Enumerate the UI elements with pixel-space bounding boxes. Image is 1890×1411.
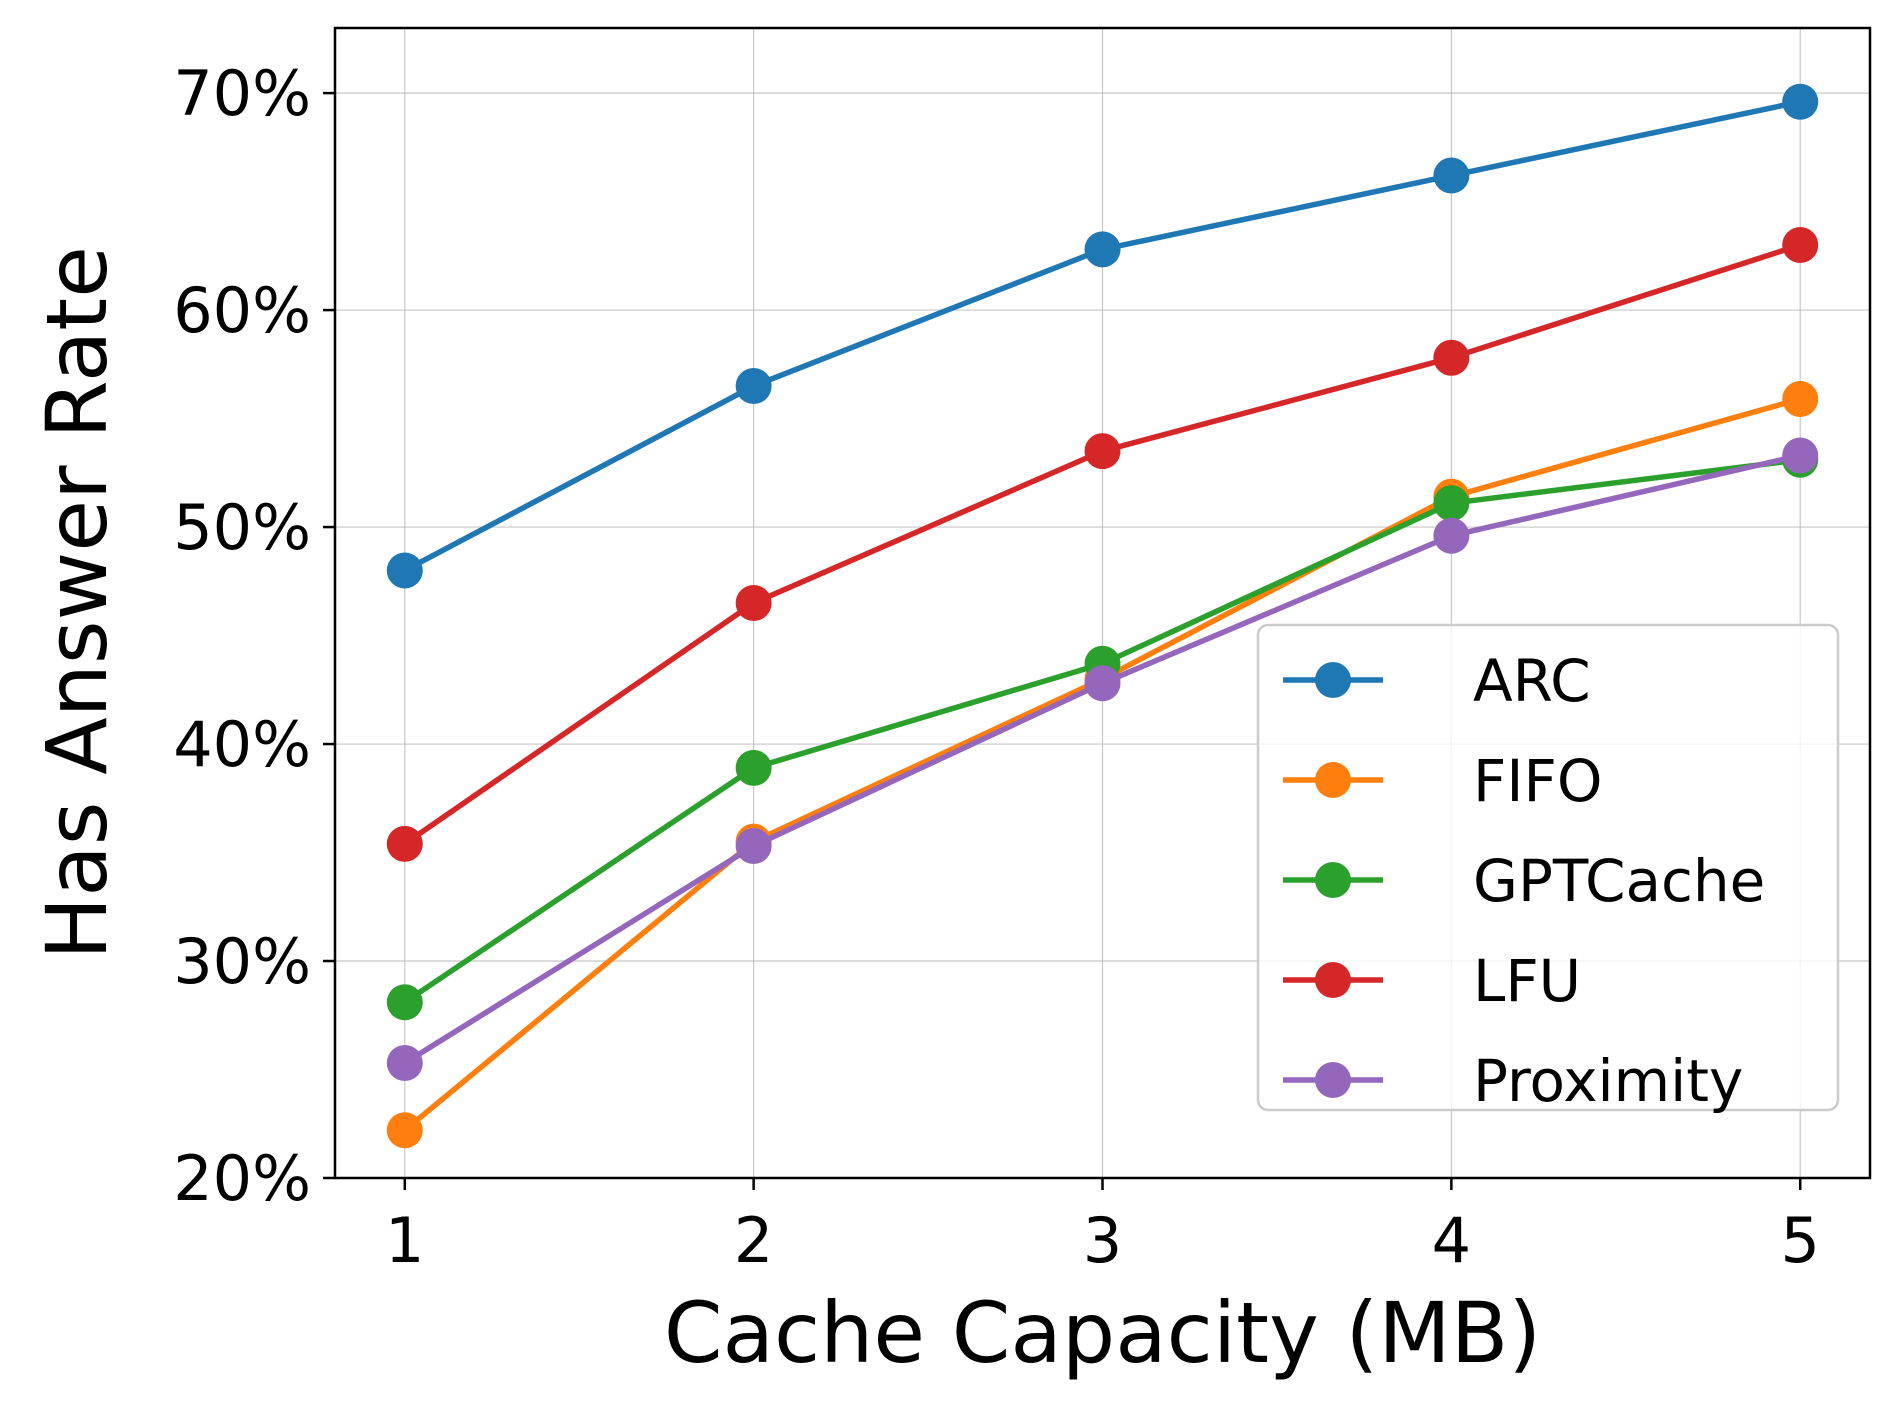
legend-marker-proximity: [1315, 1062, 1351, 1098]
legend-item-arc: ARC: [1283, 647, 1591, 715]
data-point-fifo: [1782, 381, 1819, 418]
legend-label-arc: ARC: [1473, 647, 1591, 715]
legend-label-lfu: LFU: [1473, 947, 1581, 1015]
x-tick-label: 3: [1083, 1204, 1122, 1277]
data-point-arc: [1782, 83, 1819, 120]
data-point-arc: [735, 368, 772, 405]
data-point-arc: [1433, 157, 1470, 194]
legend: ARC FIFO GPTCache LFU Proximity: [1256, 623, 1840, 1115]
legend-label-proximity: Proximity: [1473, 1047, 1743, 1115]
data-point-proximity: [1433, 517, 1470, 554]
series-arc: [386, 83, 1819, 589]
legend-item-fifo: FIFO: [1283, 747, 1602, 815]
data-point-arc: [1084, 231, 1121, 268]
legend-item-lfu: LFU: [1283, 947, 1581, 1015]
x-axis-title: Cache Capacity (MB): [664, 1284, 1541, 1382]
data-point-gptcache: [1433, 485, 1470, 522]
legend-box: [1256, 623, 1840, 1112]
data-point-proximity: [735, 828, 772, 865]
series-proximity: [386, 437, 1819, 1081]
legend-marker-lfu: [1315, 962, 1351, 998]
data-point-lfu: [1433, 339, 1470, 376]
legend-item-gptcache: GPTCache: [1283, 847, 1765, 915]
data-point-lfu: [386, 825, 423, 862]
data-point-arc: [386, 552, 423, 589]
legend-marker-gptcache: [1315, 862, 1351, 898]
data-point-lfu: [1782, 226, 1819, 263]
legend-item-proximity: Proximity: [1283, 1047, 1743, 1115]
ticks: 1 2 3 4 5 20% 30% 40% 50% 60% 70%: [173, 57, 1820, 1277]
data-point-gptcache: [386, 984, 423, 1021]
data-point-fifo: [386, 1112, 423, 1149]
x-tick-label: 1: [385, 1204, 424, 1277]
x-tick-label: 4: [1432, 1204, 1471, 1277]
series-lfu: [386, 226, 1819, 862]
y-tick-label: 20%: [173, 1142, 311, 1215]
legend-marker-fifo: [1315, 762, 1351, 798]
y-tick-label: 60%: [173, 274, 311, 347]
y-tick-label: 30%: [173, 925, 311, 998]
x-tick-label: 5: [1781, 1204, 1820, 1277]
data-point-proximity: [1782, 437, 1819, 474]
y-tick-label: 40%: [173, 708, 311, 781]
data-point-lfu: [735, 585, 772, 621]
legend-label-fifo: FIFO: [1473, 747, 1602, 815]
legend-marker-arc: [1315, 662, 1351, 698]
data-point-lfu: [1084, 433, 1121, 470]
series-layer: [386, 83, 1819, 1149]
y-tick-label: 50%: [173, 491, 311, 564]
legend-label-gptcache: GPTCache: [1473, 847, 1765, 915]
y-tick-label: 70%: [173, 57, 311, 130]
data-point-proximity: [386, 1045, 423, 1081]
data-point-gptcache: [735, 749, 772, 786]
y-axis-title: Has Answer Rate: [28, 246, 126, 960]
data-point-proximity: [1084, 665, 1121, 702]
x-tick-label: 2: [734, 1204, 773, 1277]
